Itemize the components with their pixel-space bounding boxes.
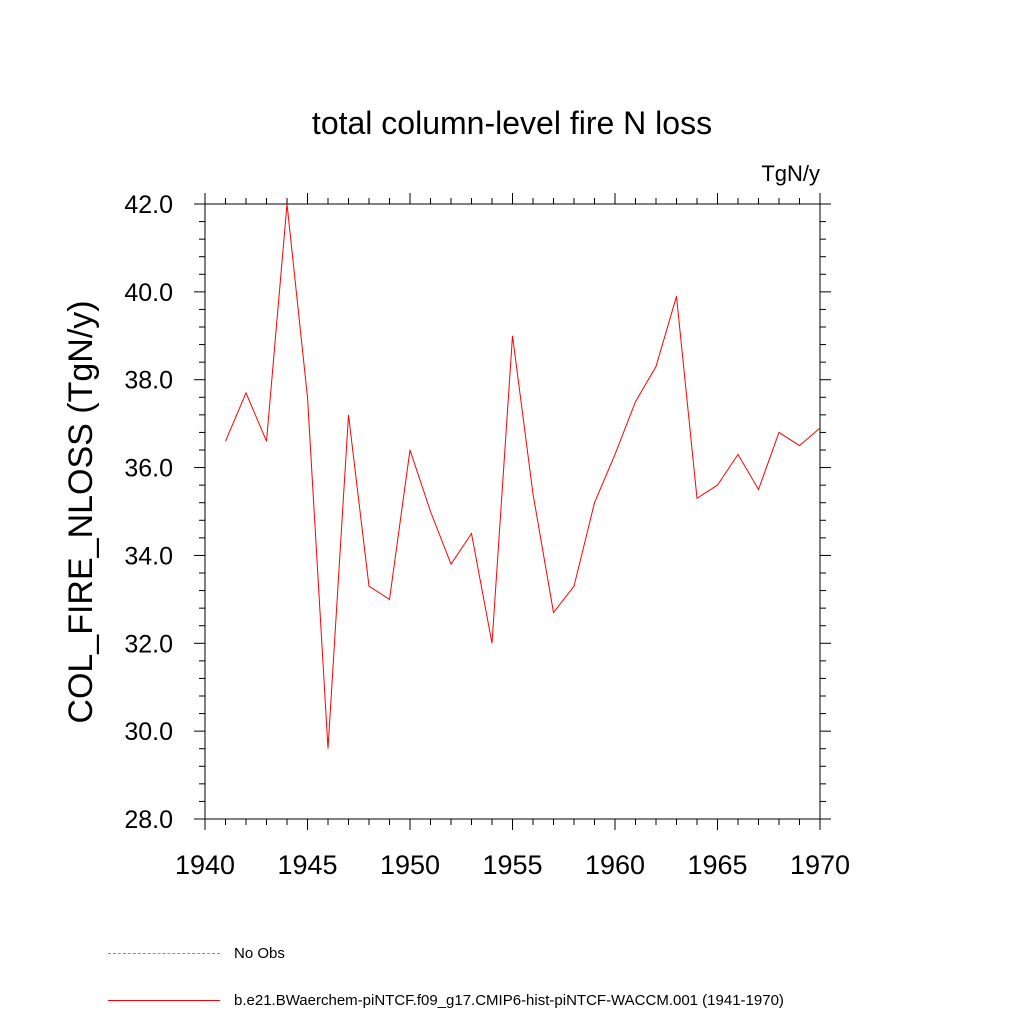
y-tick-label: 36.0 bbox=[124, 455, 173, 483]
legend-swatch-solid bbox=[108, 999, 220, 1001]
x-tick-label: 1965 bbox=[687, 850, 747, 880]
x-tick-label: 1970 bbox=[790, 850, 850, 880]
x-tick-label: 1940 bbox=[175, 850, 235, 880]
axes: 1940 1945 1950 1955 1960 1965 1970 28.0 30.0 32.0… bbox=[124, 191, 850, 880]
x-tick-label: 1960 bbox=[585, 850, 645, 880]
legend-item-model-run: b.e21.BWaerchem-piNTCF.f09_g17.CMIP6-his… bbox=[108, 990, 784, 1010]
y-tick-label: 42.0 bbox=[124, 191, 173, 219]
y-tick-label: 28.0 bbox=[124, 806, 173, 834]
x-tick-label: 1955 bbox=[482, 850, 542, 880]
y-tick-label: 40.0 bbox=[124, 279, 173, 307]
y-tick-label: 38.0 bbox=[124, 367, 173, 395]
chart-title: total column-level fire N loss bbox=[312, 105, 712, 141]
legend-item-no-obs: No Obs bbox=[108, 943, 285, 963]
series-layer bbox=[225, 203, 821, 749]
units-label: TgN/y bbox=[761, 161, 820, 186]
y-axis-label: COL_FIRE_NLOSS (TgN/y) bbox=[62, 300, 100, 723]
legend-label-model-run: b.e21.BWaerchem-piNTCF.f09_g17.CMIP6-his… bbox=[234, 991, 784, 1009]
series-line bbox=[225, 203, 821, 749]
legend-swatch-dashed bbox=[108, 952, 220, 954]
x-tick-label: 1945 bbox=[277, 850, 337, 880]
y-tick-label: 30.0 bbox=[124, 718, 173, 746]
legend-label-no-obs: No Obs bbox=[234, 944, 285, 962]
x-tick-label: 1950 bbox=[380, 850, 440, 880]
y-tick-label: 34.0 bbox=[124, 542, 173, 570]
y-tick-label: 32.0 bbox=[124, 630, 173, 658]
